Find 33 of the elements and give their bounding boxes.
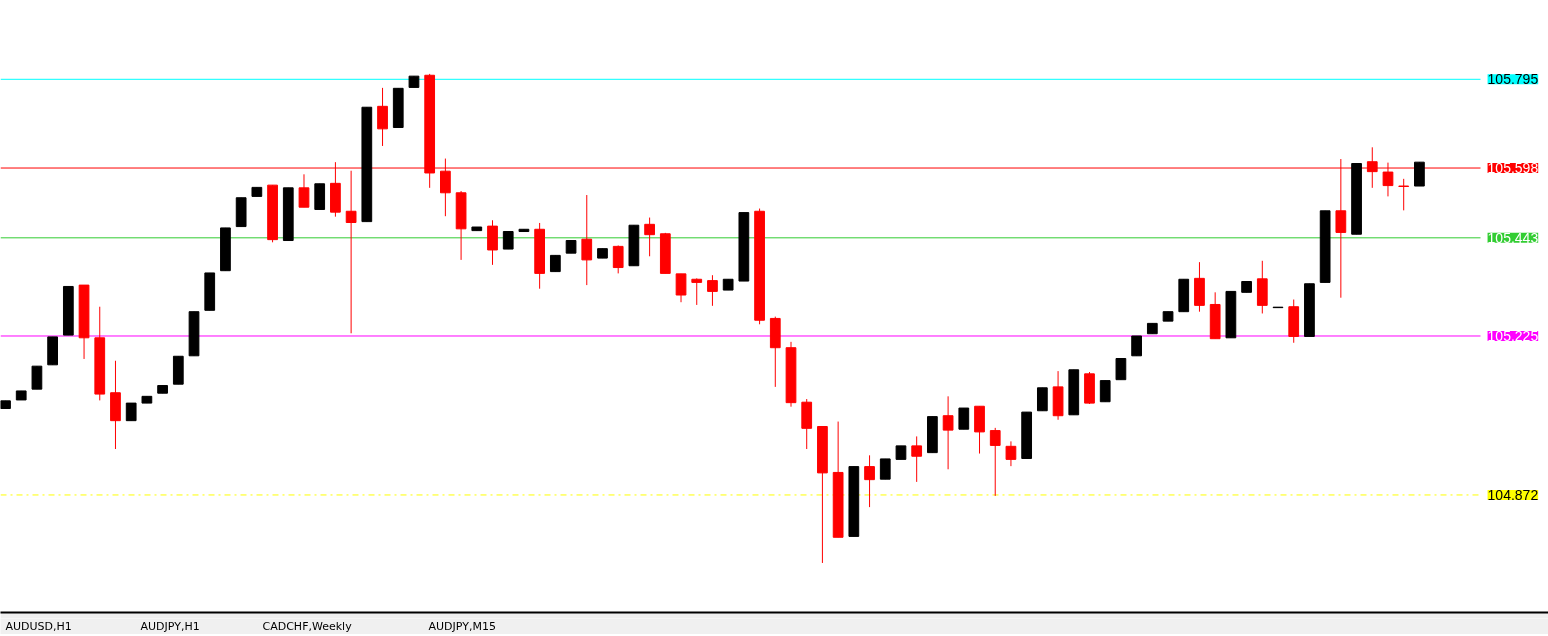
candlestick bbox=[879, 458, 891, 480]
candlestick bbox=[1115, 358, 1127, 381]
candlestick bbox=[911, 435, 923, 483]
candlestick bbox=[612, 244, 624, 274]
ref-line-label: 105.795 bbox=[1487, 71, 1539, 88]
candlestick bbox=[691, 277, 703, 306]
candlestick bbox=[989, 427, 1001, 497]
candlestick bbox=[581, 194, 593, 286]
candlestick bbox=[1036, 387, 1048, 412]
candlestick bbox=[487, 219, 498, 266]
candlestick bbox=[1414, 161, 1425, 187]
candlestick bbox=[864, 454, 875, 508]
candlestick bbox=[1099, 380, 1111, 403]
ref-line-label: 105.225 bbox=[1487, 328, 1539, 344]
candlestick bbox=[675, 273, 687, 303]
ref-line-label: 105.443 bbox=[1487, 229, 1539, 246]
text: CADCHF,Weekly bbox=[262, 619, 353, 633]
candlestick bbox=[1005, 440, 1017, 467]
candlestick bbox=[298, 173, 310, 208]
candlestick bbox=[1131, 335, 1142, 357]
ref-line-label: 105.598 bbox=[1487, 160, 1539, 177]
text: AUDJPY,H1 bbox=[140, 619, 200, 633]
candlestick bbox=[644, 217, 655, 257]
candlestick bbox=[958, 407, 970, 430]
text: AUDUSD,H1 bbox=[5, 619, 72, 633]
ref-line-label: 104.872 bbox=[1487, 486, 1539, 503]
candlestick bbox=[1398, 178, 1410, 211]
candlestick bbox=[707, 274, 718, 307]
candlestick bbox=[942, 395, 954, 470]
candlestick bbox=[345, 170, 357, 334]
candlestick bbox=[31, 365, 43, 390]
text: AUDJPY,M15 bbox=[428, 619, 496, 633]
candlestick bbox=[377, 87, 388, 147]
